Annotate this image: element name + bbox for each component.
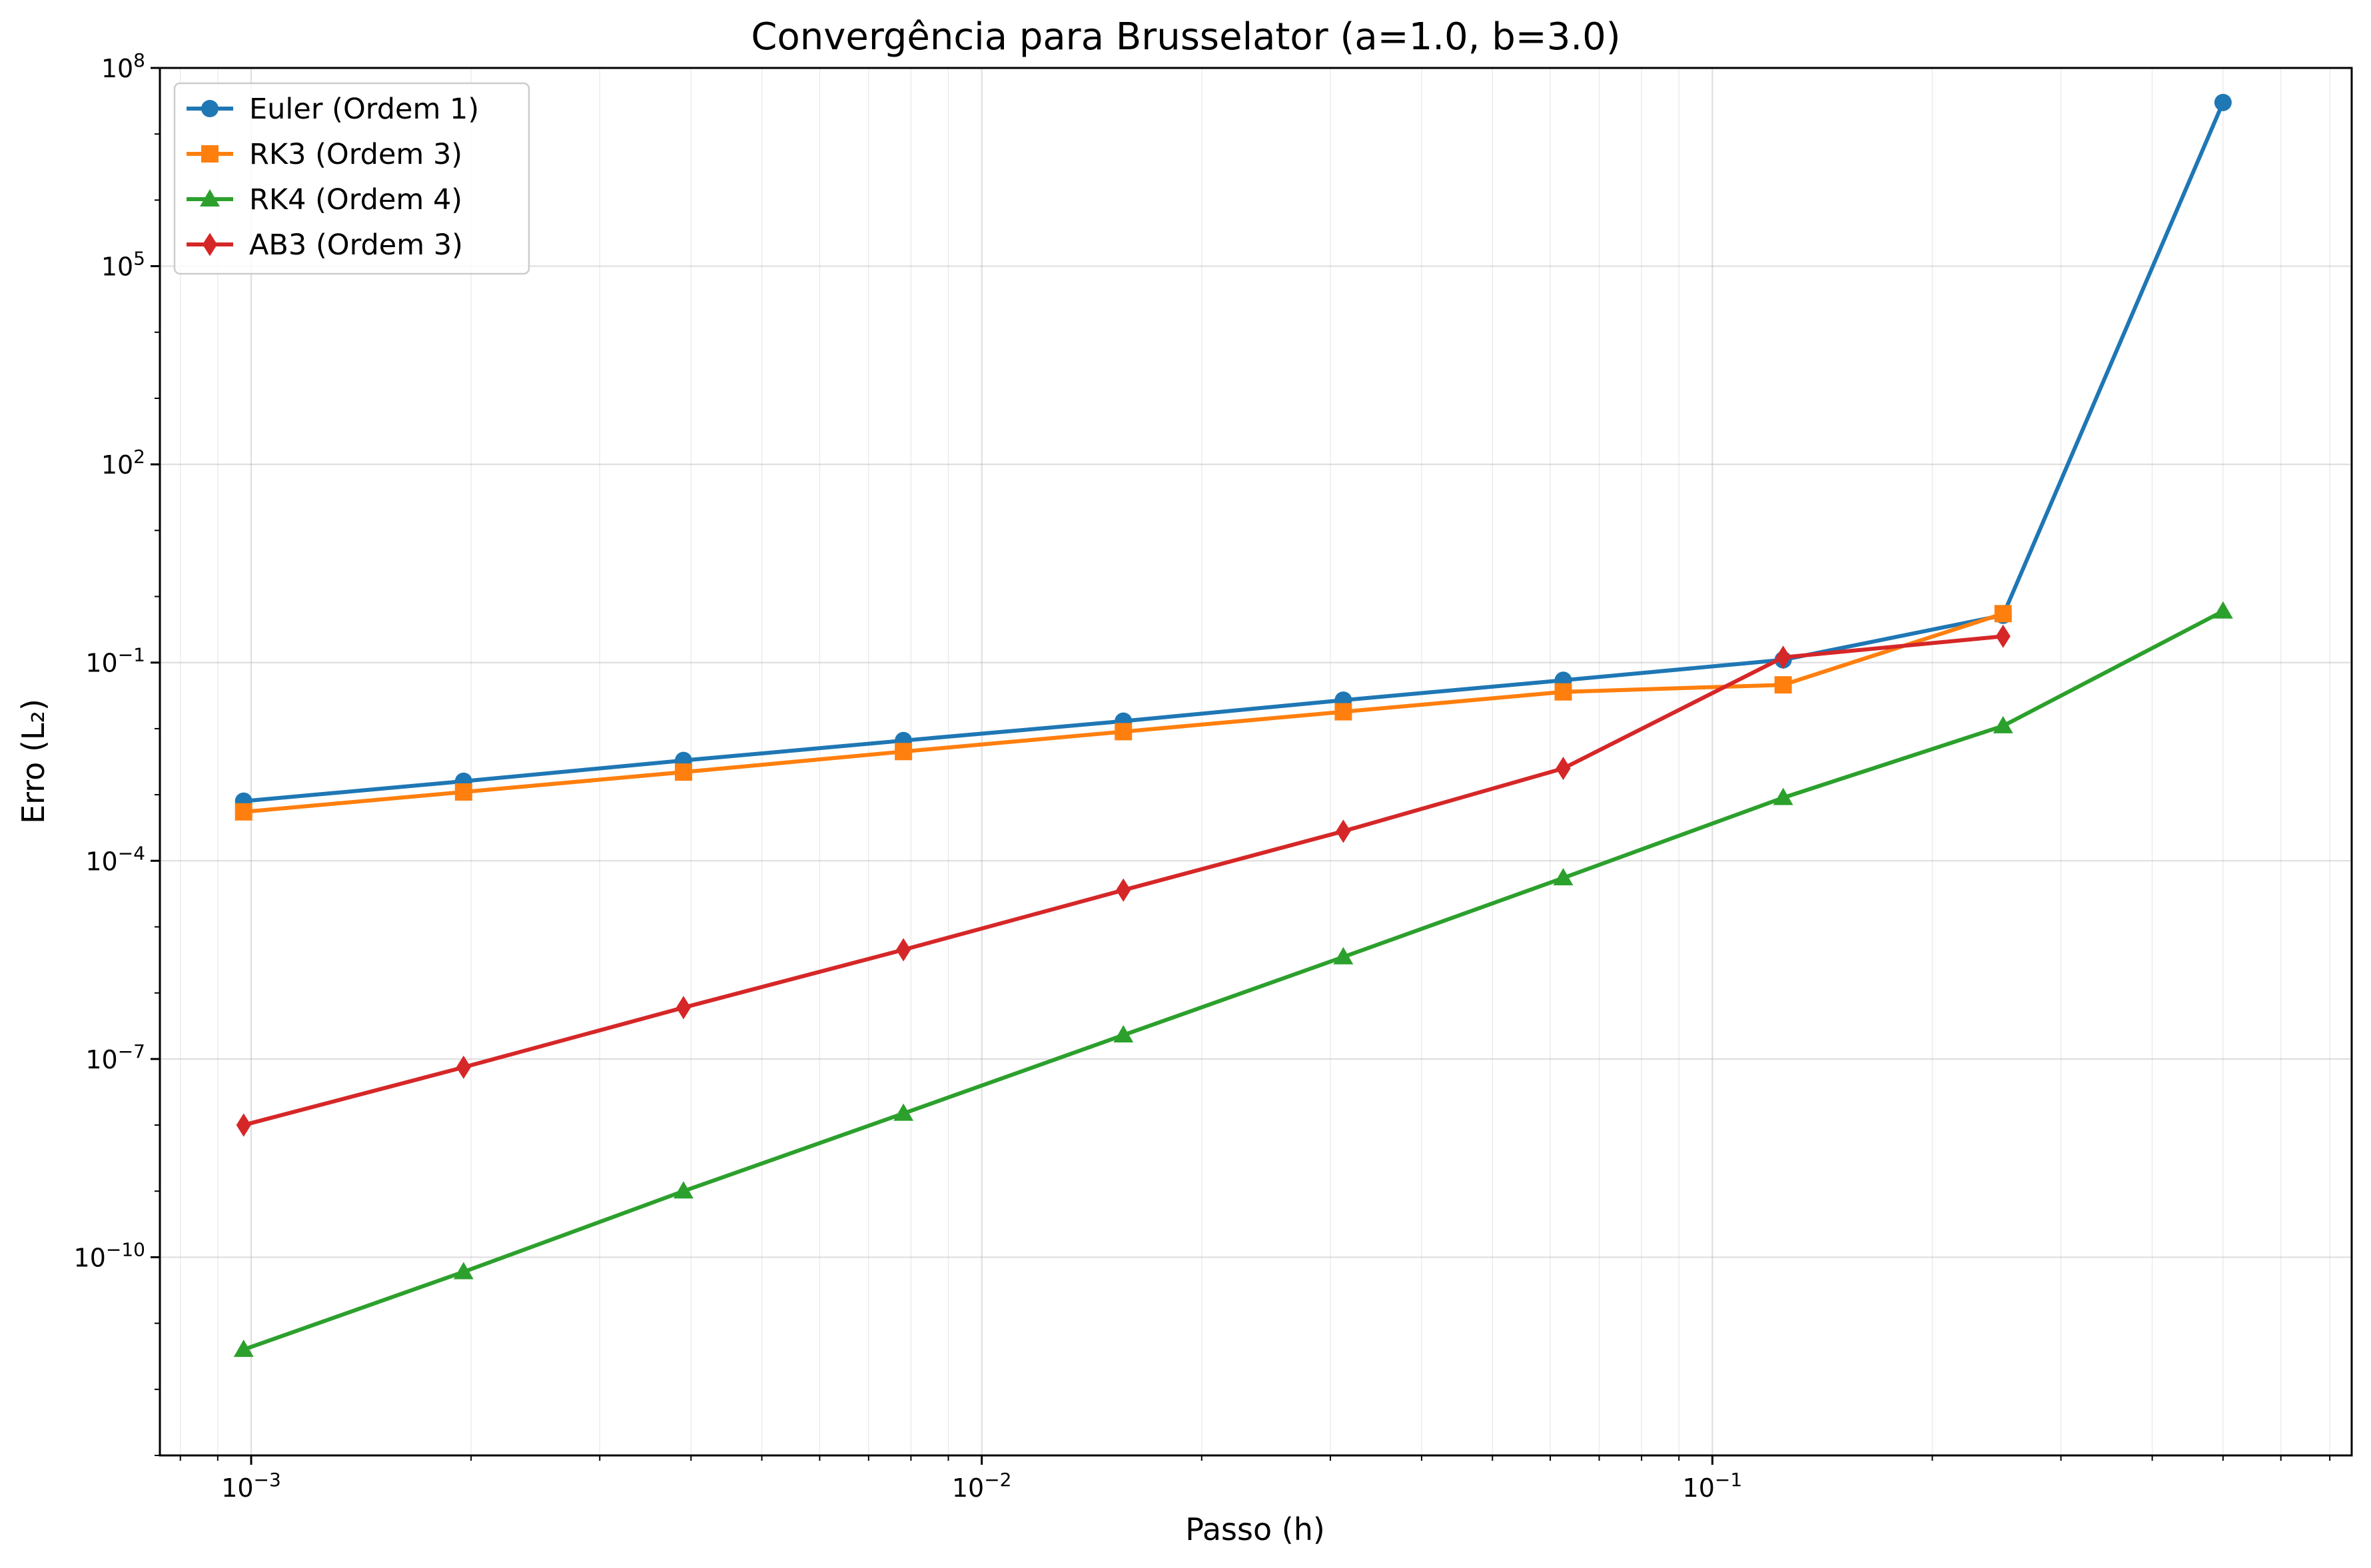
data-point — [1333, 947, 1354, 965]
y-tick-label: 10−10 — [74, 1238, 145, 1272]
legend-item: AB3 (Ordem 3) — [187, 228, 463, 262]
data-point — [674, 763, 692, 781]
data-point — [1336, 819, 1351, 843]
legend-label: Euler (Ordem 1) — [249, 93, 479, 126]
series-line — [243, 101, 2225, 803]
y-tick-label: 10−7 — [85, 1040, 145, 1074]
legend: Euler (Ordem 1) RK3 (Ordem 3) RK4 (Ordem 4… — [173, 82, 530, 275]
legend-marker — [200, 189, 220, 207]
data-point — [1115, 723, 1133, 741]
legend-box — [173, 82, 530, 275]
data-point — [1554, 683, 1572, 701]
data-point — [456, 1055, 471, 1079]
series-4 — [236, 624, 2011, 1137]
legend-item: Euler (Ordem 1) — [187, 93, 479, 126]
series-3 — [233, 601, 2233, 1358]
grid-lines — [160, 67, 2352, 1455]
legend-label: RK4 (Ordem 4) — [249, 183, 462, 216]
legend-marker — [201, 145, 219, 163]
data-point — [1774, 676, 1792, 694]
legend-label: RK3 (Ordem 3) — [249, 138, 462, 171]
data-point — [676, 996, 692, 1020]
axis-ticks: 10−3 10−2 10−1 10−10 10−7 10−4 10−1 102 105 108 — [74, 49, 2331, 1503]
legend-marker — [201, 100, 219, 117]
data-point — [895, 743, 913, 761]
data-point — [2214, 93, 2232, 111]
data-point — [896, 938, 911, 962]
x-axis-label: Passo (h) — [1185, 1511, 1325, 1547]
series-layer — [233, 93, 2233, 1358]
chart-title: Convergência para Brusselator (a=1.0, b=… — [751, 15, 1620, 59]
y-tick-label: 102 — [101, 446, 145, 480]
legend-label: AB3 (Ordem 3) — [249, 228, 463, 262]
legend-marker — [202, 232, 218, 256]
y-tick-label: 10−4 — [85, 842, 145, 876]
data-point — [233, 1340, 254, 1358]
data-point — [1773, 787, 1793, 805]
x-tick-label: 10−2 — [952, 1469, 1012, 1503]
data-point — [236, 1113, 251, 1137]
y-tick-label: 10−1 — [85, 644, 145, 678]
data-point — [1116, 878, 1131, 902]
data-point — [1995, 624, 2011, 648]
data-point — [454, 783, 472, 801]
legend-item: RK4 (Ordem 4) — [187, 183, 462, 216]
data-point — [1556, 757, 1571, 781]
data-point — [1993, 715, 2013, 733]
data-point — [2212, 601, 2233, 619]
y-tick-label: 108 — [101, 49, 145, 83]
data-point — [674, 1181, 694, 1199]
plot-frame — [159, 67, 2353, 1457]
series-line — [242, 609, 2224, 1352]
data-point — [1553, 868, 1574, 886]
data-point — [235, 803, 252, 821]
y-axis-label: Erro (L₂) — [15, 699, 51, 824]
legend-item: RK3 (Ordem 3) — [187, 138, 462, 171]
y-tick-label: 105 — [101, 248, 145, 282]
data-point — [1775, 645, 1791, 669]
data-point — [1334, 703, 1352, 721]
data-point — [1994, 605, 2012, 623]
x-tick-label: 10−3 — [221, 1469, 281, 1503]
data-point — [893, 1103, 914, 1121]
x-tick-label: 10−1 — [1683, 1469, 1743, 1503]
data-point — [453, 1262, 474, 1280]
series-2 — [235, 605, 2012, 821]
data-point — [1113, 1025, 1134, 1043]
